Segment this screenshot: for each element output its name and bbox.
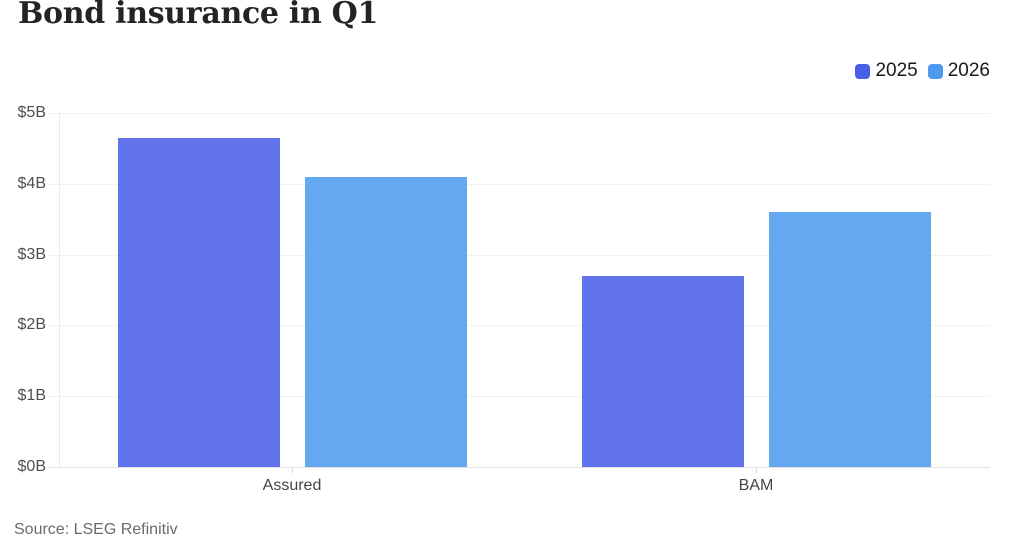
y-gridline: [48, 467, 990, 468]
legend-item-2025: 2025: [855, 60, 918, 81]
y-gridline: [48, 113, 990, 114]
x-category-label: Assured: [262, 477, 322, 494]
y-axis-tick-label: $3B: [17, 245, 46, 263]
source-note: Source: LSEG Refinitiv: [14, 521, 178, 538]
y-gridline: [48, 183, 990, 185]
y-gridline: [48, 325, 990, 327]
x-category-label: BAM: [738, 477, 774, 494]
y-gridline: [48, 254, 990, 256]
bar-2026-Assured: [304, 176, 467, 467]
legend-swatch-icon: [927, 63, 943, 79]
legend-item-2026: 2026: [927, 60, 990, 81]
y-gridline: [48, 396, 990, 398]
x-axis-tick: [292, 467, 293, 473]
chart-title: Bond insurance in Q1: [18, 0, 379, 31]
y-axis-line: [59, 113, 60, 467]
bar-2025-Assured: [117, 137, 280, 467]
y-axis-tick-label: $4B: [17, 174, 46, 192]
legend-label: 2025: [875, 60, 918, 81]
legend-swatch-icon: [855, 63, 871, 79]
bar-2026-BAM: [768, 212, 931, 467]
y-axis-tick-label: $5B: [17, 104, 46, 121]
y-axis-tick-label: $1B: [17, 387, 46, 405]
y-axis-tick-label: $2B: [17, 316, 46, 334]
legend: 2025 2026: [0, 61, 990, 81]
bar-2025-BAM: [581, 275, 744, 467]
y-axis-tick-label: $0B: [17, 458, 46, 475]
legend-label: 2026: [947, 60, 990, 81]
x-axis-tick: [756, 467, 757, 473]
